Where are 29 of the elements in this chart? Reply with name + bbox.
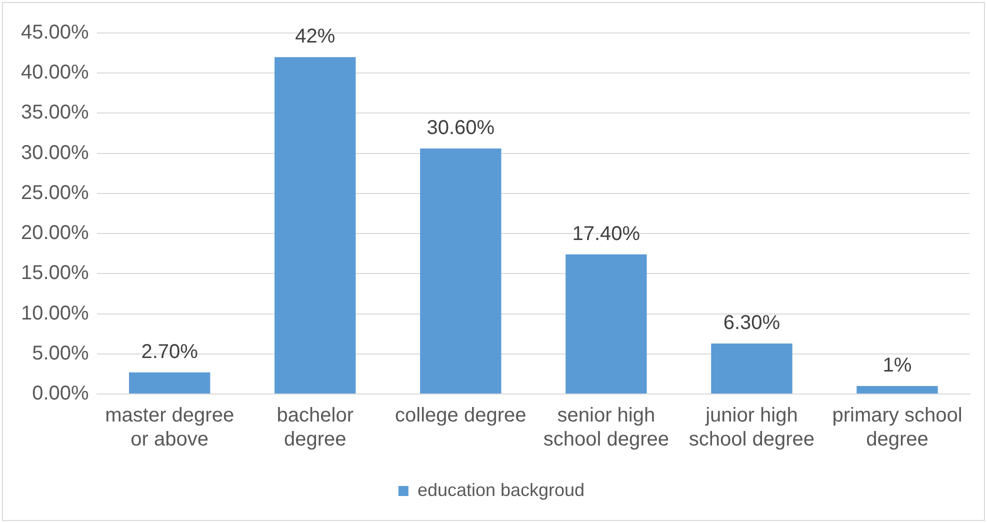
legend-label: education backgroud: [417, 480, 585, 500]
y-tick-label: 0.00%: [32, 382, 90, 405]
y-tick-label: 35.00%: [20, 102, 90, 124]
bar: [856, 386, 938, 394]
y-tick-label: 10.00%: [20, 302, 90, 324]
data-label: 17.40%: [572, 222, 640, 245]
bar: [711, 343, 792, 394]
y-tick-label: 25.00%: [20, 182, 90, 204]
x-tick-label: junior high school degree: [688, 404, 815, 451]
x-tick-label: college degree: [395, 404, 526, 427]
data-label: 6.30%: [723, 312, 780, 334]
x-tick-label: senior high school degree: [543, 404, 670, 451]
bar: [420, 148, 502, 394]
y-tick-label: 15.00%: [20, 262, 90, 284]
data-label: 30.60%: [426, 117, 495, 140]
y-tick-label: 45.00%: [20, 22, 90, 44]
bar: [128, 372, 210, 394]
data-label: 2.70%: [141, 340, 198, 363]
y-tick-label: 20.00%: [20, 222, 90, 244]
x-tick-label: primary school degree: [832, 404, 962, 451]
bar: [566, 254, 647, 394]
y-tick-label: 30.00%: [20, 142, 90, 164]
data-label: 42%: [295, 26, 336, 48]
y-tick-label: 5.00%: [32, 342, 90, 364]
x-tick-label: master degree or above: [105, 404, 234, 451]
bar: [274, 57, 356, 394]
x-tick-label: bachelor degree: [276, 404, 354, 451]
data-label: 1%: [882, 354, 912, 376]
y-tick-label: 40.00%: [20, 62, 90, 84]
